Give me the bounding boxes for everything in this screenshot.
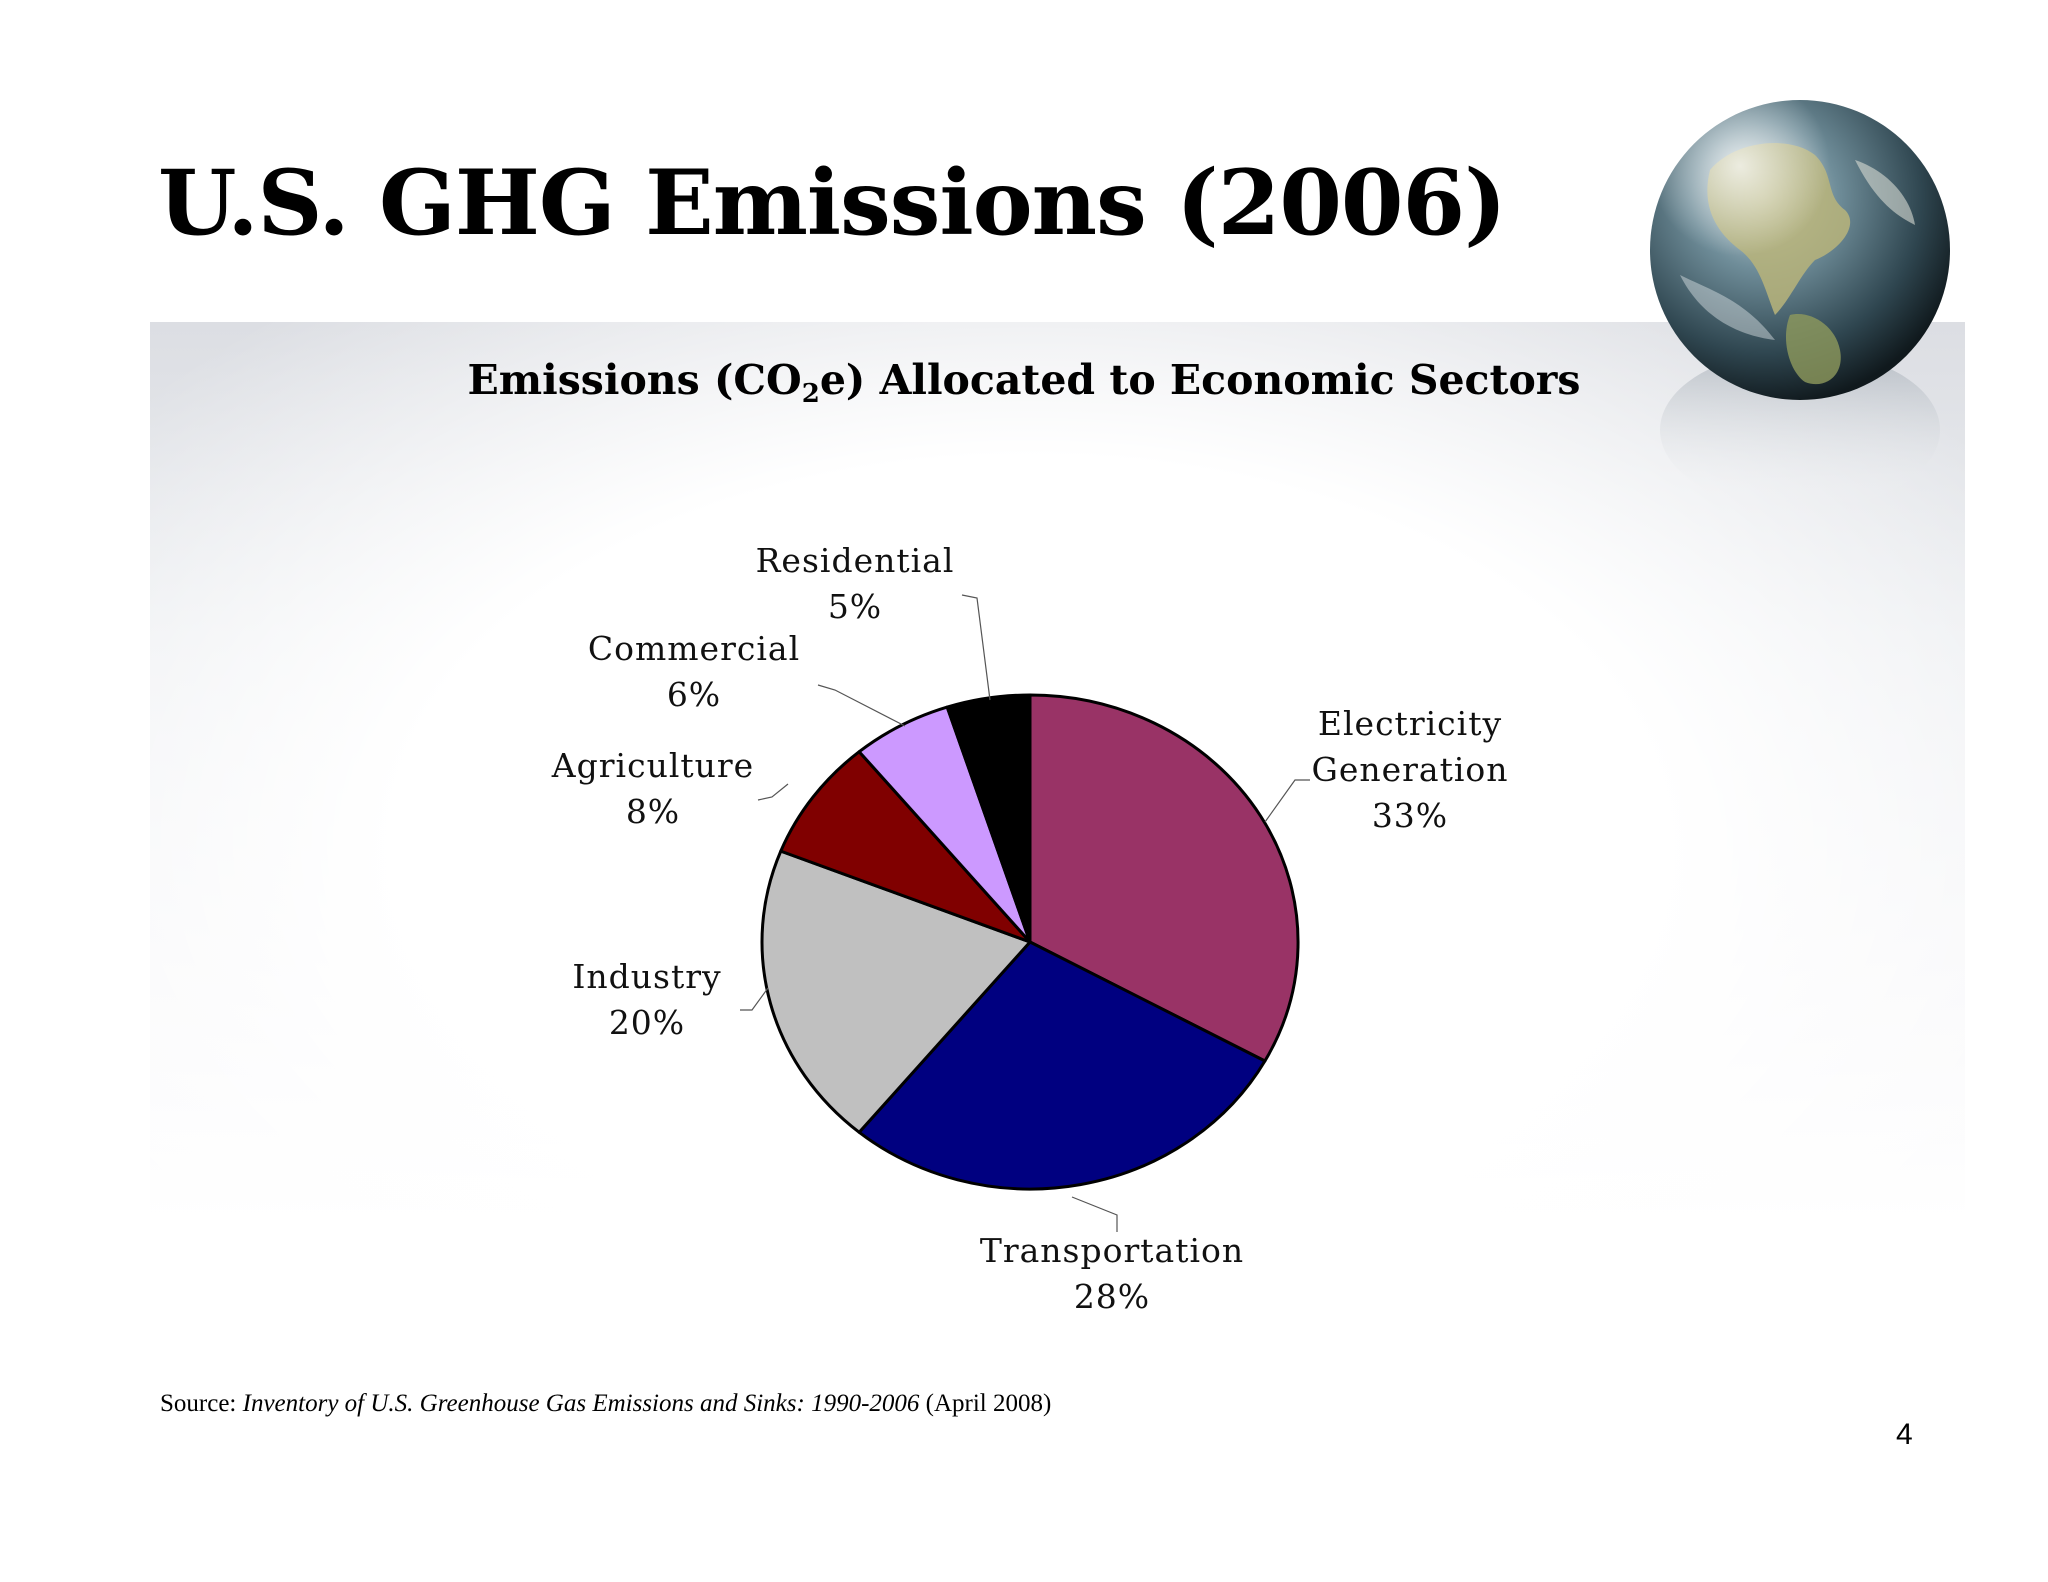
- chart-title: Emissions (CO2e) Allocated to Economic S…: [467, 356, 1581, 409]
- pie-slice-agriculture: [779, 750, 1032, 944]
- leader-line-residential: [961, 594, 991, 701]
- slice-label-electricity-generation: Electricity Generation 33%: [1311, 704, 1508, 835]
- page-number: 4: [1896, 1418, 1913, 1451]
- slice-label-line: Residential: [756, 541, 955, 580]
- slice-label-commercial: Commercial 6%: [588, 629, 800, 714]
- leader-line-transportation: [1071, 1196, 1118, 1232]
- leader-line-industry: [740, 987, 769, 1011]
- slice-label-residential: Residential 5%: [756, 541, 955, 626]
- slice-label-transportation: Transportation 28%: [980, 1231, 1244, 1316]
- slice-label-line: Commercial: [588, 629, 800, 668]
- pie-slices: [760, 693, 1300, 1191]
- pie-leader-lines: [740, 594, 1310, 1232]
- pie-slice-transportation: [857, 940, 1267, 1191]
- slice-label-line: Agriculture: [551, 746, 754, 785]
- slice-label-industry: Industry 20%: [572, 957, 721, 1042]
- pie-slice-electricity-generation: [1028, 693, 1300, 1063]
- leader-line-commercial: [817, 684, 906, 727]
- slice-label-line: 6%: [667, 675, 721, 714]
- slice-label-line: 33%: [1372, 796, 1448, 835]
- slice-label-line: 20%: [609, 1003, 685, 1042]
- source-citation: Source: Inventory of U.S. Greenhouse Gas…: [160, 1390, 1052, 1417]
- leader-line-electricity-generation: [1264, 779, 1310, 823]
- slice-label-line: Electricity: [1318, 704, 1502, 743]
- slice-label-line: Industry: [572, 957, 721, 996]
- slice-label-line: Transportation: [980, 1231, 1244, 1270]
- slice-label-line: 8%: [626, 792, 680, 831]
- leader-line-agriculture: [757, 783, 789, 801]
- page-title: U.S. GHG Emissions (2006): [158, 150, 1507, 256]
- slice-label-agriculture: Agriculture 8%: [551, 746, 754, 831]
- slice-label-line: Generation: [1311, 750, 1508, 789]
- pie-labels: Electricity Generation 33% Transportation 28…: [551, 541, 1508, 1316]
- pie-slice-industry: [760, 849, 1032, 1134]
- slice-label-line: 28%: [1074, 1277, 1150, 1316]
- pie-slice-residential: [945, 693, 1032, 944]
- slice-label-line: 5%: [828, 587, 882, 626]
- globe-icon: [1650, 100, 1950, 510]
